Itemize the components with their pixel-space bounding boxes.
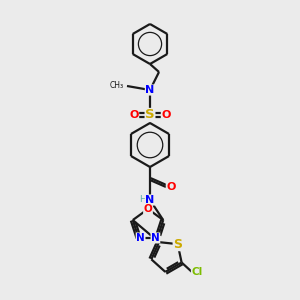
Text: O: O bbox=[129, 110, 139, 120]
Text: CH₃: CH₃ bbox=[110, 80, 124, 89]
Text: N: N bbox=[136, 233, 145, 243]
Text: N: N bbox=[151, 233, 160, 243]
Text: Cl: Cl bbox=[191, 267, 203, 277]
Text: S: S bbox=[173, 238, 182, 250]
Text: N: N bbox=[146, 195, 154, 205]
Text: S: S bbox=[145, 109, 155, 122]
Text: H: H bbox=[140, 194, 146, 203]
Text: O: O bbox=[166, 182, 176, 192]
Text: O: O bbox=[161, 110, 171, 120]
Text: N: N bbox=[146, 85, 154, 95]
Text: O: O bbox=[144, 204, 152, 214]
